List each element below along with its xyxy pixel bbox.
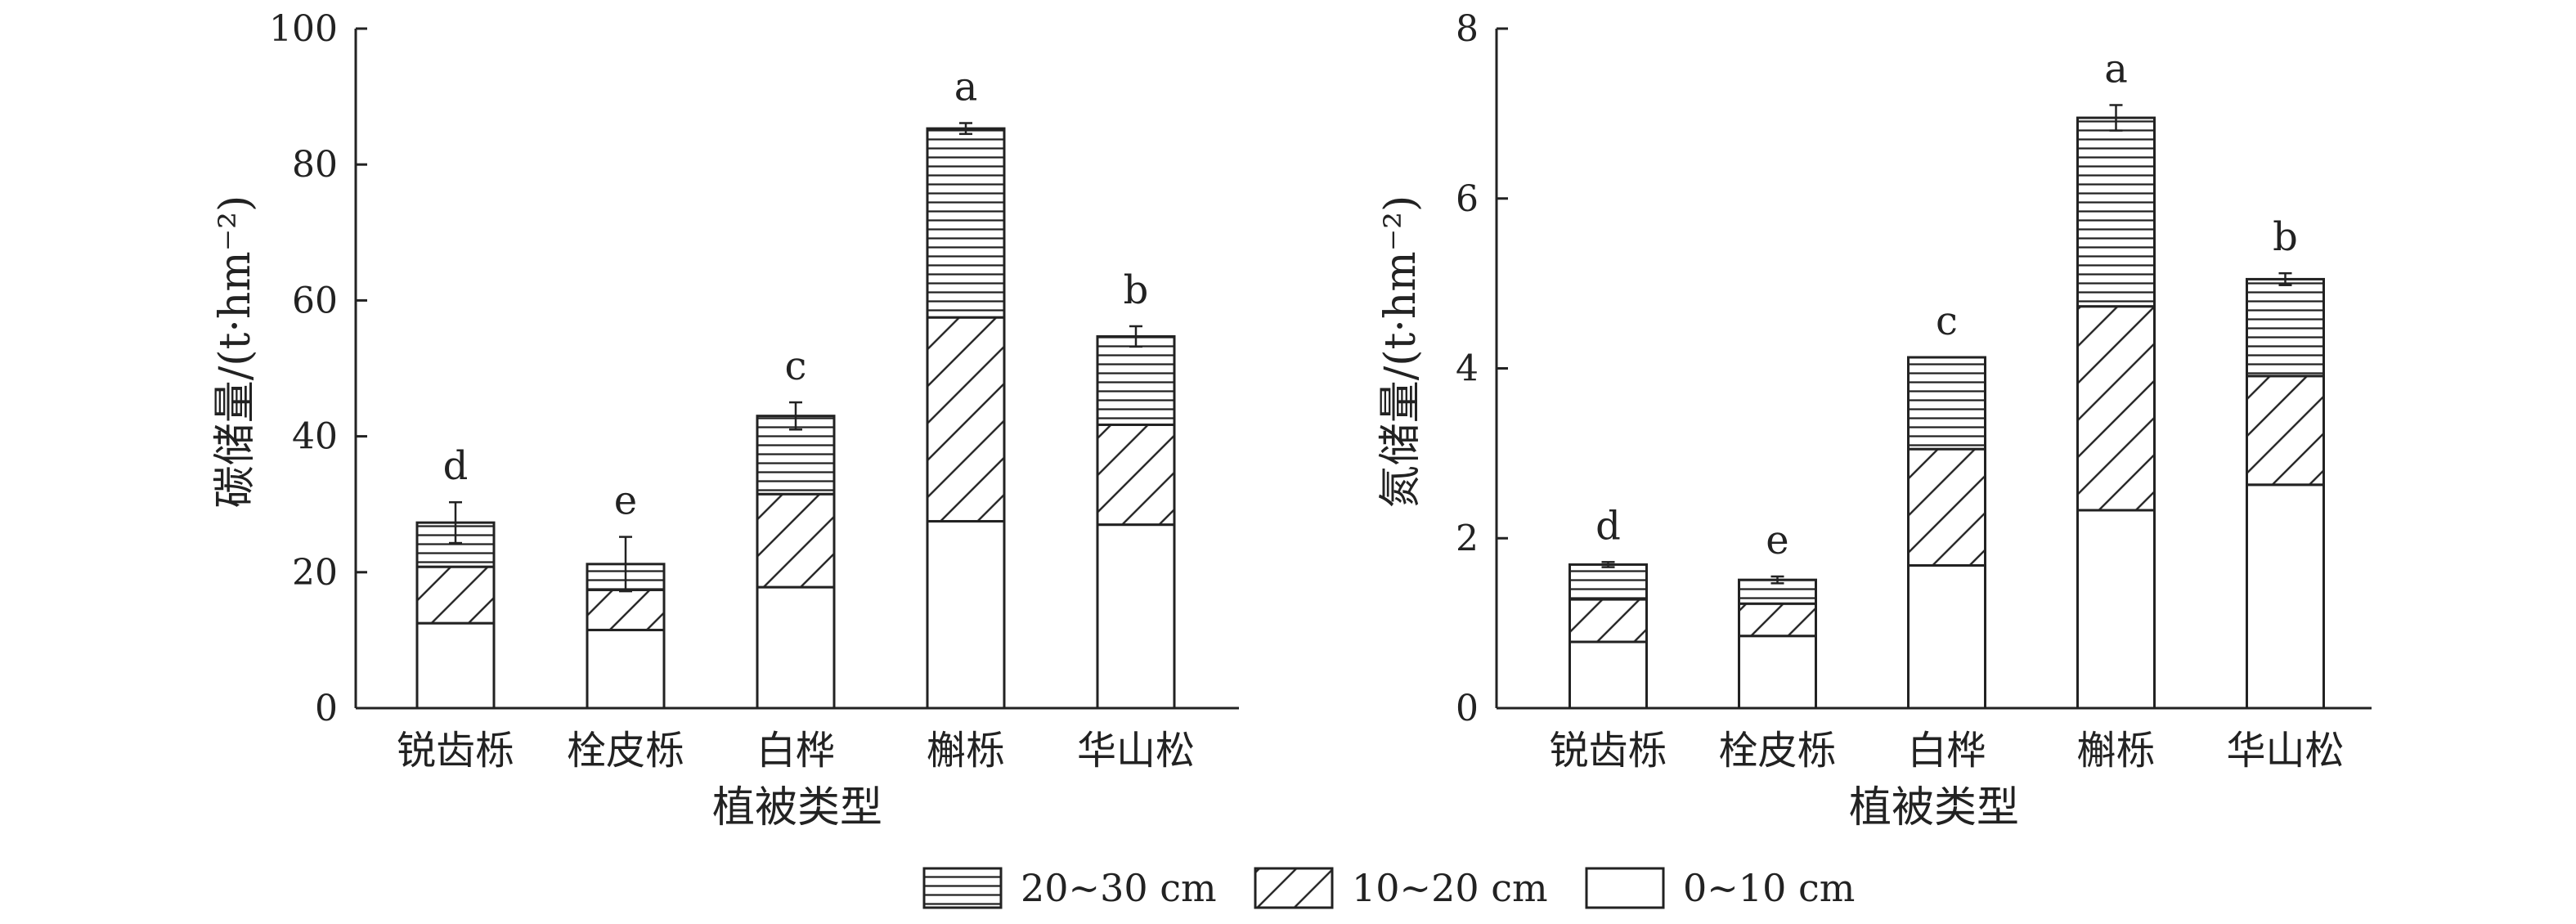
legend: 20~30 cm 10~20 cm 0~10 cm — [922, 866, 1855, 910]
bar-segment-10-20cm — [926, 316, 1006, 523]
legend-swatch — [922, 867, 1003, 909]
y-tick-label: 80 — [292, 144, 338, 186]
y-tick-label: 8 — [1456, 8, 1479, 50]
bar-segment-0-10cm — [926, 519, 1006, 710]
bar-segment-10-20cm — [586, 588, 666, 631]
bar-segment-20-30cm — [1907, 356, 1986, 451]
bar-segment-10-20cm — [2076, 305, 2156, 512]
category-label: 槲栎 — [927, 728, 1005, 774]
bar-segment-20-30cm — [926, 127, 1006, 319]
bar-segment-0-10cm — [2076, 509, 2156, 710]
significance-label: a — [2104, 46, 2128, 92]
bar-segment-0-10cm — [2246, 483, 2325, 710]
legend-label: 10~20 cm — [1352, 866, 1548, 910]
significance-label: e — [614, 478, 637, 524]
category-label: 栓皮栎 — [567, 728, 684, 774]
significance-label: b — [2273, 214, 2298, 260]
category-label: 栓皮栎 — [1718, 728, 1836, 774]
bar-segment-10-20cm — [756, 492, 836, 589]
y-tick-label: 60 — [292, 280, 338, 321]
y-tick-label: 6 — [1456, 178, 1479, 220]
significance-label: c — [785, 343, 807, 389]
y-tick-label: 0 — [1456, 688, 1479, 729]
y-tick-label: 0 — [315, 688, 338, 729]
bar-segment-20-30cm — [2076, 116, 2156, 308]
bar-segment-10-20cm — [2246, 375, 2325, 487]
legend-swatch — [1585, 867, 1665, 909]
category-label: 白桦 — [756, 728, 835, 774]
category-label: 锐齿栎 — [397, 728, 514, 774]
bar-segment-0-10cm — [1907, 563, 1986, 710]
significance-label: a — [954, 65, 978, 110]
y-axis-title: 碳储量/(t·hm⁻²) — [211, 195, 260, 509]
legend-label: 20~30 cm — [1021, 866, 1217, 910]
category-label: 华山松 — [1077, 728, 1195, 774]
category-label: 白桦 — [1907, 728, 1986, 774]
bar-segment-20-30cm — [1096, 334, 1176, 426]
y-tick-label: 2 — [1456, 518, 1479, 559]
y-tick-label: 40 — [292, 416, 338, 458]
legend-swatch — [1254, 867, 1334, 909]
bar-segment-20-30cm — [1568, 563, 1648, 601]
x-axis-title: 植被类型 — [1849, 783, 2019, 832]
bar-segment-20-30cm — [2246, 277, 2325, 378]
significance-label: c — [1936, 298, 1958, 344]
significance-label: d — [1595, 503, 1621, 549]
bar-segment-0-10cm — [1738, 635, 1817, 710]
bar-segment-10-20cm — [1738, 602, 1817, 638]
significance-label: e — [1766, 518, 1788, 563]
bar-segment-10-20cm — [1907, 447, 1986, 567]
bar-segment-10-20cm — [1096, 423, 1176, 527]
bar-segment-0-10cm — [756, 585, 836, 710]
significance-label: b — [1124, 267, 1149, 313]
y-tick-label: 20 — [292, 552, 338, 594]
bar-segment-10-20cm — [415, 565, 496, 625]
y-axis-title: 氮储量/(t·hm⁻²) — [1376, 195, 1425, 509]
x-axis-title: 植被类型 — [712, 783, 882, 832]
category-label: 锐齿栎 — [1549, 728, 1667, 774]
bar-segment-20-30cm — [756, 415, 836, 496]
legend-label: 0~10 cm — [1683, 866, 1855, 910]
significance-label: d — [443, 443, 469, 489]
bar-segment-0-10cm — [1096, 523, 1176, 710]
bar-segment-0-10cm — [415, 621, 496, 710]
y-tick-label: 100 — [269, 8, 338, 50]
category-label: 华山松 — [2226, 728, 2344, 774]
bar-segment-0-10cm — [1568, 640, 1648, 710]
y-tick-label: 4 — [1456, 348, 1479, 390]
bar-segment-10-20cm — [1568, 598, 1648, 644]
bar-segment-0-10cm — [586, 628, 666, 710]
category-label: 槲栎 — [2076, 728, 2155, 774]
